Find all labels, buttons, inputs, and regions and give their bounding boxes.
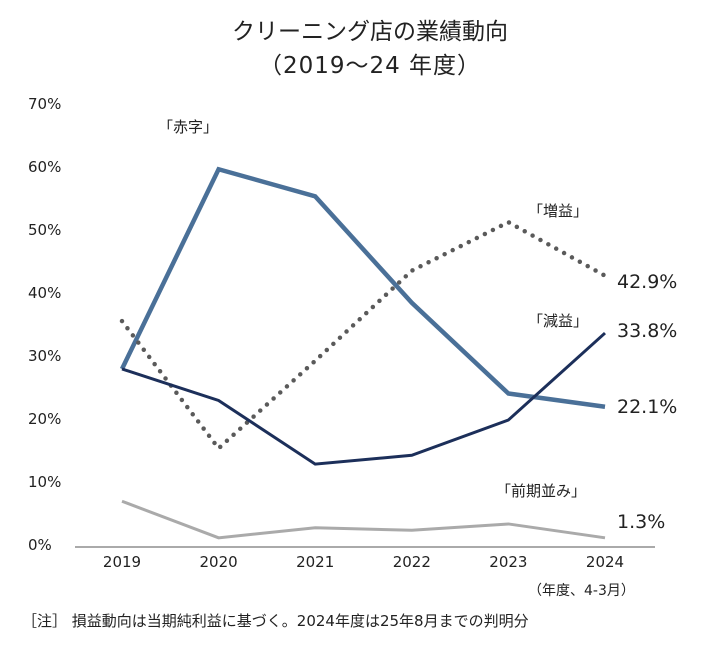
y-tick-label: 70%: [28, 95, 62, 113]
series-label: 「減益」: [528, 312, 589, 330]
x-tick-label: 2024: [585, 553, 625, 571]
chart-subtitle: （2019～24 年度）: [258, 53, 482, 79]
y-tick-label: 50%: [28, 221, 62, 239]
y-tick-label: 10%: [28, 473, 62, 491]
footnote: ［注］ 損益動向は当期純利益に基づく。2024年度は25年8月までの判明分: [22, 612, 529, 630]
y-tick-label: 0%: [28, 536, 52, 554]
end-value-label: 33.8%: [617, 320, 678, 342]
series-label: 「増益」: [528, 202, 589, 220]
x-tick-label: 2021: [296, 553, 335, 571]
x-unit-label: （年度、4-3月）: [528, 583, 635, 599]
y-tick-label: 60%: [28, 158, 62, 176]
end-value-label: 42.9%: [617, 271, 678, 293]
series-line: [121, 499, 606, 540]
y-tick-label: 40%: [28, 284, 62, 302]
series-label: 「前期並み」: [496, 482, 587, 500]
chart-title: クリーニング店の業績動向: [232, 19, 508, 45]
series-line: [119, 219, 608, 452]
end-value-label: 1.3%: [617, 511, 666, 533]
series-line: [119, 166, 606, 409]
series-line: [121, 331, 607, 466]
x-tick-label: 2023: [489, 553, 528, 571]
y-tick-label: 30%: [28, 347, 62, 365]
x-tick-label: 2019: [102, 553, 142, 571]
end-value-label: 22.1%: [617, 396, 678, 418]
x-tick-label: 2020: [199, 553, 238, 571]
x-tick-label: 2022: [392, 553, 431, 571]
series-label: 「赤字」: [158, 118, 219, 136]
y-tick-label: 20%: [28, 410, 62, 428]
